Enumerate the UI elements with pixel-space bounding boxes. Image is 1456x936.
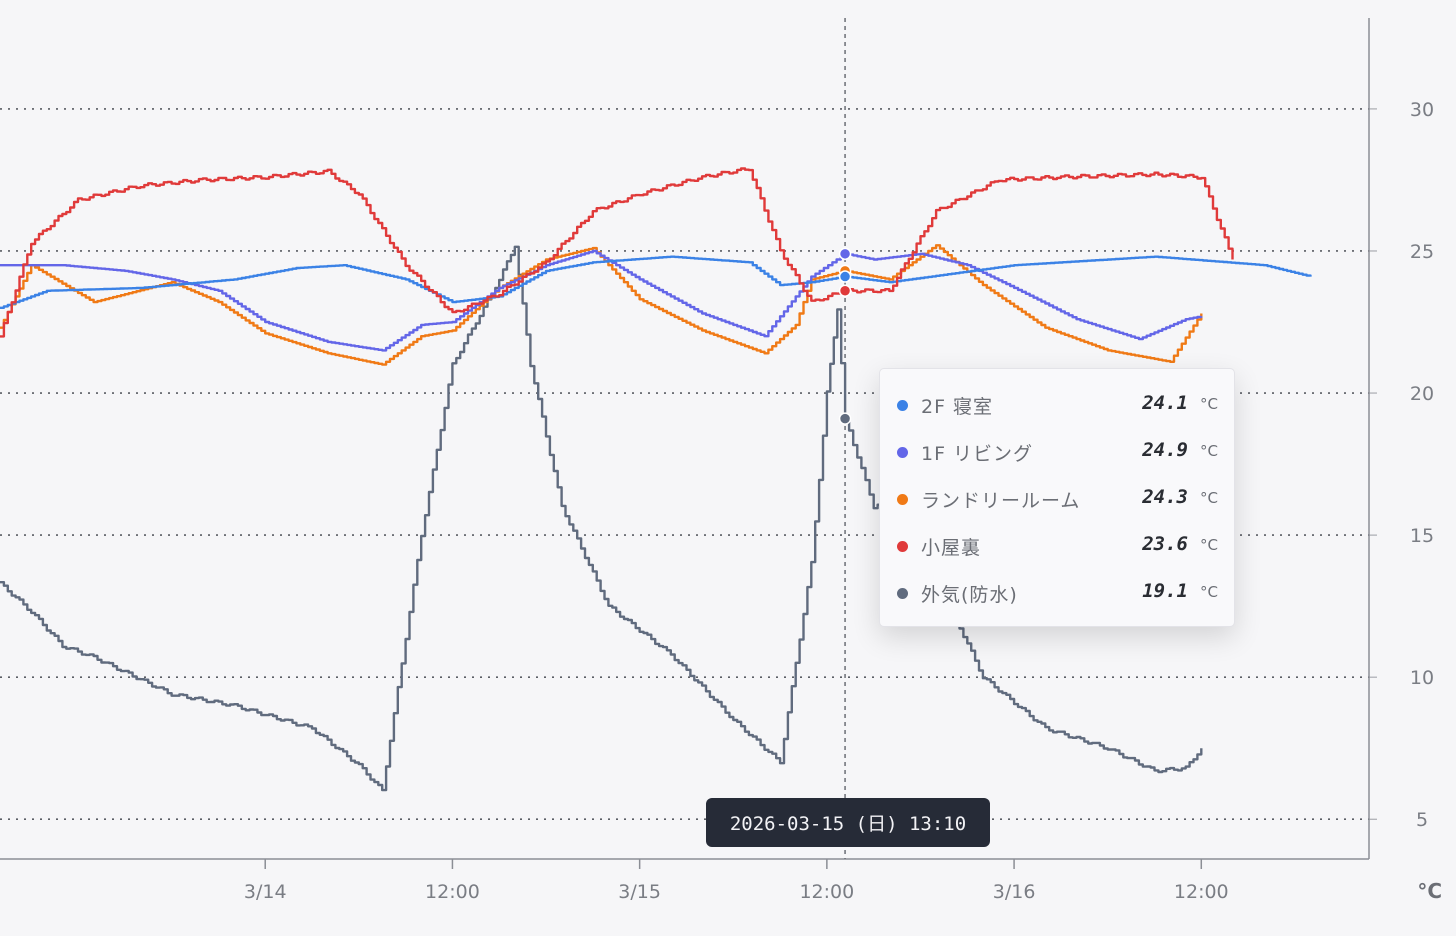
series-line [0, 167, 1234, 338]
tooltip-unit: °C [1200, 442, 1218, 460]
hover-markers [838, 247, 852, 425]
x-tick-label: 12:00 [1174, 881, 1229, 903]
series-line [0, 249, 1203, 352]
series-line [0, 245, 1203, 792]
tooltip-series-value: 19.1 [1142, 580, 1188, 602]
tooltip-row: 外気(防水) 19.1 °C [880, 571, 1234, 618]
tooltip-series-value: 23.6 [1142, 533, 1188, 555]
series-color-dot [897, 400, 908, 411]
tooltip-unit: °C [1200, 489, 1218, 507]
hover-point [838, 284, 852, 298]
tooltip-series-value: 24.1 [1142, 392, 1188, 414]
tooltip-row: 2F 寝室 24.1 °C [880, 383, 1234, 430]
y-axis-unit: °C [1417, 879, 1442, 903]
series-color-dot [897, 447, 908, 458]
series-line [0, 255, 1312, 309]
x-tick-label: 3/15 [618, 881, 661, 903]
hover-point [838, 270, 852, 283]
y-tick-label: 25 [1410, 241, 1434, 263]
tooltip-series-name: 小屋裏 [921, 537, 982, 559]
y-tick-label: 20 [1410, 383, 1434, 405]
y-tick-label: 10 [1410, 667, 1434, 689]
y-tick-label: 15 [1410, 525, 1434, 547]
hover-point [838, 412, 852, 425]
tooltip-row: 1F リビング 24.9 °C [880, 430, 1234, 477]
series-color-dot [897, 541, 908, 552]
axes: 5 10 15 20 25 30 3/14 12:00 3/15 12:00 3/16 12:00 [0, 18, 1434, 903]
tooltip-series-name: 外気(防水) [921, 584, 1018, 606]
crosshair-time-label: 2026-03-15 (日) 13:10 [706, 798, 990, 847]
series-color-dot [897, 494, 908, 505]
tooltip-series-name: 2F 寝室 [921, 396, 994, 418]
tooltip-series-value: 24.9 [1142, 439, 1188, 461]
x-tick-label: 12:00 [425, 881, 480, 903]
tooltip-series-name: ランドリールーム [921, 490, 1081, 512]
series-lines [0, 167, 1312, 792]
tooltip-series-name: 1F リビング [921, 443, 1034, 465]
tooltip-unit: °C [1200, 583, 1218, 601]
series-color-dot [897, 588, 908, 599]
x-tick-label: 12:00 [799, 881, 854, 903]
y-tick-label: 5 [1416, 809, 1428, 831]
tooltip-row: ランドリールーム 24.3 °C [880, 477, 1234, 524]
tooltip-unit: °C [1200, 536, 1218, 554]
x-tick-label: 3/14 [244, 881, 287, 903]
tooltip-unit: °C [1200, 395, 1218, 413]
y-tick-label: 30 [1410, 99, 1434, 121]
hover-point [838, 247, 852, 261]
tooltip-row: 小屋裏 23.6 °C [880, 524, 1234, 571]
hover-tooltip: 2F 寝室 24.1 °C 1F リビング 24.9 °C ランドリールーム 2… [879, 368, 1235, 627]
tooltip-series-value: 24.3 [1142, 486, 1188, 508]
x-tick-label: 3/16 [993, 881, 1036, 903]
